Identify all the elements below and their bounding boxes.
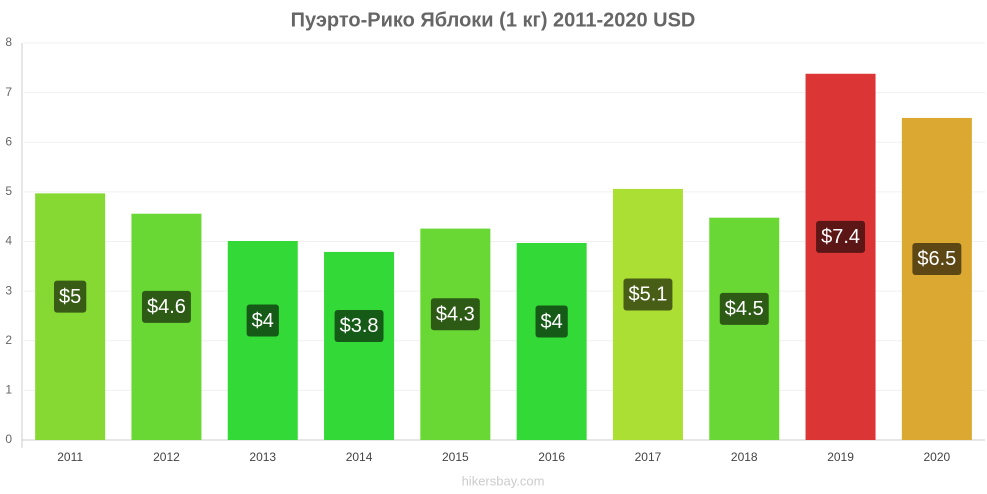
- value-label-box: [141, 290, 191, 323]
- bar: [35, 193, 106, 440]
- x-tick-label: 2011: [57, 450, 83, 464]
- value-label: $5.1: [628, 284, 667, 306]
- value-label-box: [912, 242, 962, 275]
- value-label: $6.5: [917, 248, 956, 270]
- x-tick-label: 2013: [249, 450, 276, 464]
- y-tick-label: 2: [5, 333, 12, 347]
- x-tick-label: 2017: [635, 450, 662, 464]
- bar: [420, 228, 491, 440]
- bar: [324, 251, 395, 440]
- bar: [227, 241, 298, 440]
- y-tick-label: 6: [5, 134, 12, 148]
- y-tick-label: 7: [5, 85, 12, 99]
- value-label-box: [54, 280, 87, 313]
- x-tick-label: 2015: [442, 450, 469, 464]
- y-tick-label: 4: [5, 234, 12, 248]
- value-label: $4.6: [147, 296, 186, 318]
- x-tick-label: 2014: [346, 450, 373, 464]
- value-label-box: [816, 220, 866, 253]
- value-label-box: [719, 292, 769, 325]
- value-label: $4.5: [725, 298, 764, 320]
- x-tick-label: 2019: [827, 450, 854, 464]
- y-tick-label: 1: [5, 383, 12, 397]
- value-label-box: [334, 309, 384, 342]
- value-label: $3.8: [340, 315, 379, 337]
- value-label-box: [246, 304, 279, 337]
- y-tick-label: 3: [5, 283, 12, 297]
- value-label: $7.4: [821, 226, 860, 248]
- value-label-box: [535, 305, 568, 338]
- y-tick-label: 0: [5, 432, 12, 446]
- watermark: hikersbay.com: [462, 473, 545, 488]
- bar: [901, 117, 972, 440]
- value-label-box: [623, 278, 673, 311]
- bar: [131, 213, 202, 440]
- value-label: $4: [252, 310, 274, 332]
- x-tick-label: 2020: [923, 450, 950, 464]
- value-label: $5: [59, 286, 81, 308]
- value-label-box: [430, 298, 480, 331]
- x-tick-label: 2012: [153, 450, 180, 464]
- x-tick-label: 2018: [731, 450, 758, 464]
- y-tick-label: 5: [5, 184, 12, 198]
- bar: [516, 242, 587, 440]
- chart-title: Пуэрто-Рико Яблоки (1 кг) 2011-2020 USD: [291, 9, 696, 31]
- bar: [612, 188, 683, 440]
- y-tick-label: 8: [5, 35, 12, 49]
- value-label: $4: [541, 311, 563, 333]
- x-tick-label: 2016: [538, 450, 565, 464]
- bar: [805, 73, 876, 440]
- bar: [709, 217, 780, 440]
- value-label: $4.3: [436, 304, 475, 326]
